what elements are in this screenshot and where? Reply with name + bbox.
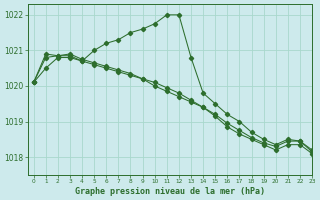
X-axis label: Graphe pression niveau de la mer (hPa): Graphe pression niveau de la mer (hPa)	[75, 187, 265, 196]
